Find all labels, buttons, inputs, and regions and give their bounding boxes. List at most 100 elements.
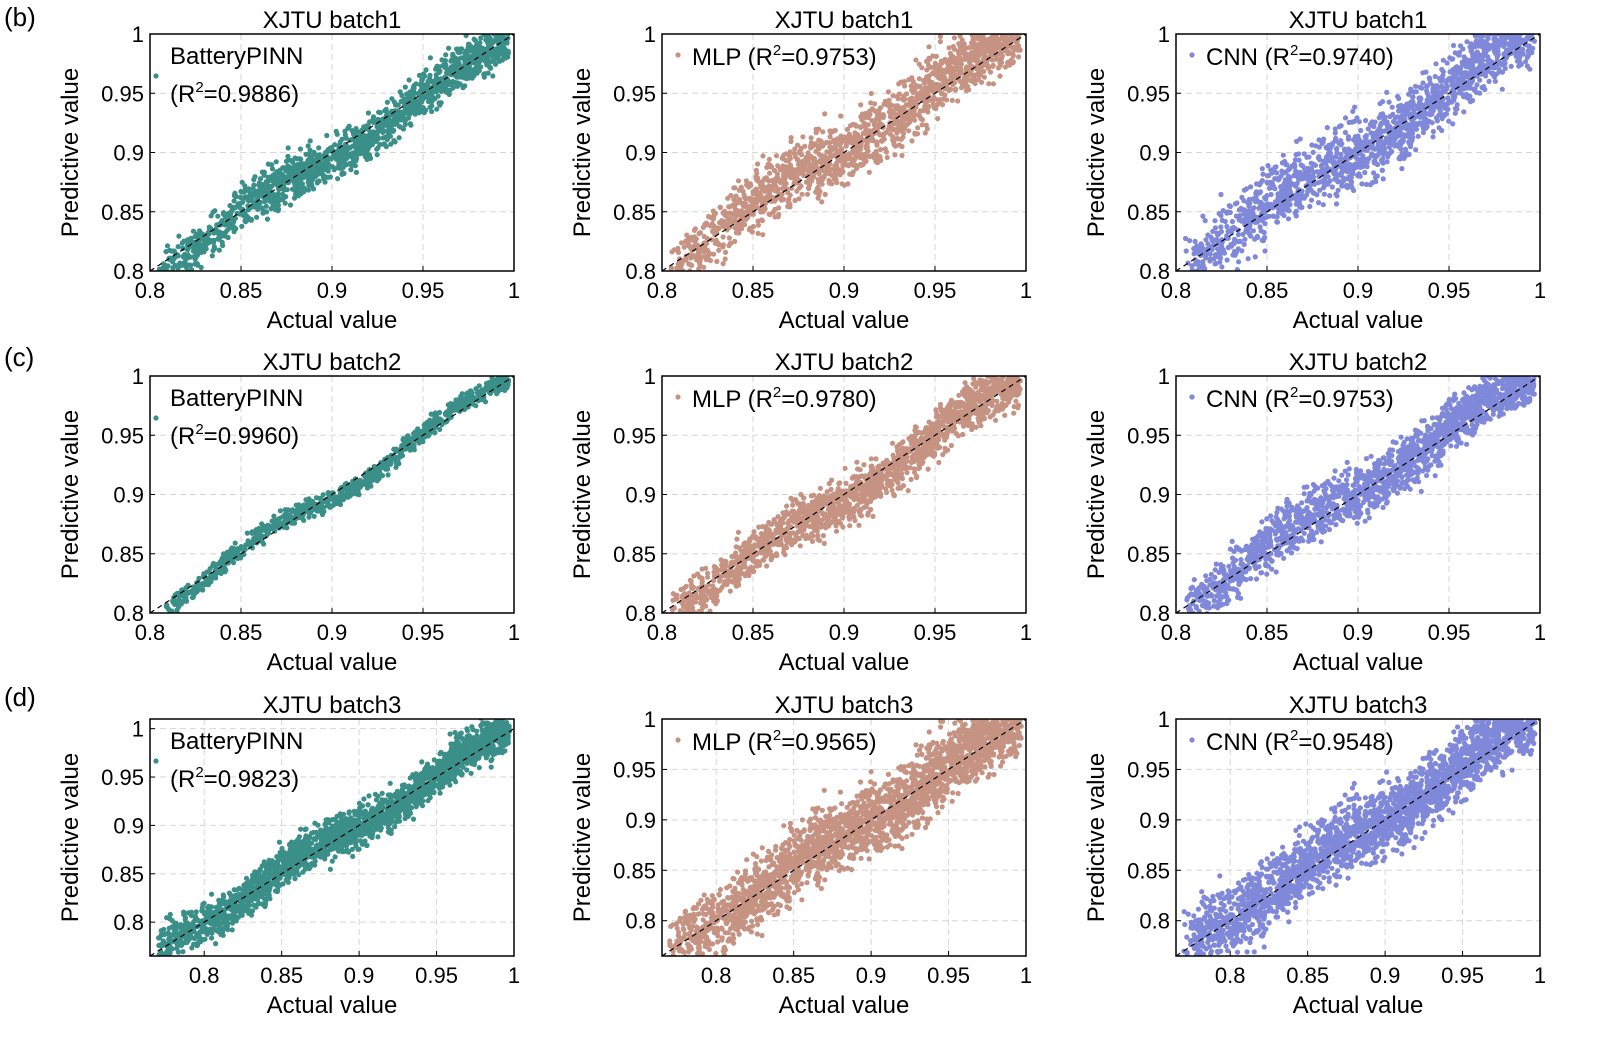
data-point: [892, 103, 898, 109]
data-point: [743, 178, 749, 184]
data-point: [1492, 78, 1498, 84]
data-point: [1461, 109, 1467, 115]
data-point: [1298, 162, 1304, 168]
data-point: [726, 235, 733, 241]
data-point: [1285, 216, 1292, 222]
identity-line: [149, 33, 515, 272]
data-point: [987, 56, 993, 62]
data-point: [1262, 248, 1268, 254]
data-point: [688, 246, 694, 252]
data-point: [1012, 23, 1017, 28]
data-point: [1009, 44, 1015, 50]
data-point: [1224, 223, 1230, 230]
data-point: [466, 69, 472, 75]
data-point: [1340, 175, 1347, 181]
data-point: [1371, 159, 1377, 165]
data-point: [896, 142, 902, 148]
data-point: [1531, 25, 1536, 30]
data-point: [1004, 42, 1010, 49]
data-point: [769, 177, 775, 184]
data-point: [403, 116, 409, 122]
data-point: [322, 179, 328, 185]
data-point: [908, 83, 914, 89]
data-point: [1346, 119, 1352, 125]
data-point: [308, 180, 314, 186]
data-point: [1323, 161, 1329, 167]
data-point: [987, 69, 994, 75]
data-point: [488, 65, 494, 71]
data-point: [165, 273, 170, 278]
data-point: [231, 192, 237, 199]
data-point: [294, 171, 300, 177]
data-point: [1016, 29, 1021, 34]
data-point: [303, 151, 309, 157]
data-point: [220, 242, 226, 249]
data-point: [1260, 171, 1266, 177]
data-point: [1430, 94, 1436, 100]
data-point: [1317, 187, 1323, 193]
data-point: [1495, 48, 1501, 54]
data-point: [1191, 246, 1197, 252]
data-point: [755, 189, 761, 196]
data-point: [279, 191, 286, 197]
data-point: [271, 195, 278, 201]
data-point: [898, 136, 904, 142]
data-point: [936, 100, 942, 106]
data-point: [332, 142, 338, 148]
data-point: [937, 34, 943, 40]
data-point: [1213, 254, 1219, 260]
data-point: [1452, 110, 1458, 116]
data-point: [884, 154, 890, 161]
data-point: [443, 83, 449, 89]
data-point: [1307, 203, 1313, 210]
data-point: [677, 280, 682, 285]
data-point: [1002, 64, 1009, 70]
data-point: [1015, 20, 1020, 25]
data-point: [850, 169, 856, 175]
data-point: [1203, 237, 1209, 243]
data-point: [468, 45, 475, 52]
data-point: [1302, 175, 1309, 181]
data-point: [390, 128, 396, 134]
data-point: [299, 181, 305, 187]
data-point: [1427, 76, 1433, 82]
data-point: [1258, 199, 1264, 205]
data-point: [1475, 42, 1481, 48]
data-point: [760, 232, 766, 238]
data-point: [951, 35, 958, 41]
data-point: [708, 223, 714, 229]
data-point: [889, 109, 895, 115]
data-point: [1424, 90, 1430, 96]
data-point: [271, 201, 277, 207]
data-point: [1440, 57, 1446, 63]
data-point: [272, 207, 279, 213]
data-point: [1531, 20, 1536, 25]
data-point: [1519, 21, 1524, 26]
data-point: [970, 79, 976, 85]
data-point: [926, 44, 932, 50]
data-point: [1449, 81, 1455, 87]
data-point: [1008, 29, 1013, 34]
data-point: [1502, 20, 1507, 25]
data-point: [1229, 218, 1235, 225]
data-point: [946, 45, 952, 51]
data-point: [1529, 20, 1534, 25]
data-point: [1449, 99, 1455, 105]
data-point: [1212, 261, 1218, 267]
data-point: [999, 27, 1004, 32]
legend-marker: [1189, 52, 1195, 58]
data-point: [1485, 34, 1491, 40]
data-point: [1004, 37, 1011, 44]
data-point: [303, 174, 309, 180]
data-point: [792, 146, 798, 152]
data-point: [692, 239, 698, 245]
data-point: [824, 170, 830, 176]
data-point: [687, 252, 693, 258]
data-point: [683, 257, 689, 263]
data-point: [1470, 59, 1476, 65]
data-point: [1500, 24, 1505, 29]
data-point: [1524, 20, 1529, 25]
y-tick-label: 0.8: [625, 259, 656, 284]
x-tick-label: 0.95: [1428, 278, 1471, 303]
